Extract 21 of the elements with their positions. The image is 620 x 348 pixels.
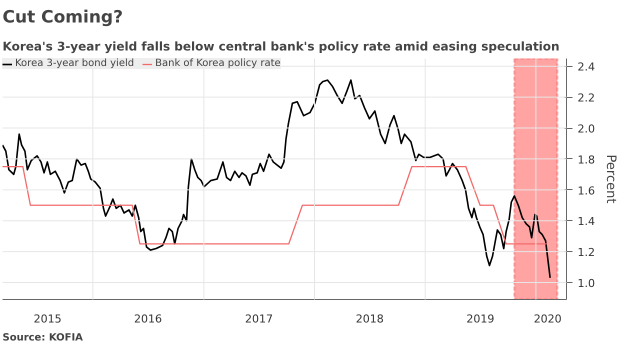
x-tick-label: 2015 xyxy=(34,312,62,326)
y-tick-label: 2.0 xyxy=(578,122,595,136)
x-tick-label: 2020 xyxy=(534,312,562,326)
source-note: Source: KOFIA xyxy=(2,332,84,344)
y-tick-label: 2.4 xyxy=(578,60,595,74)
y-tick-label: 2.2 xyxy=(578,92,595,105)
y-tick-label: 1.8 xyxy=(578,153,595,166)
x-tick-label: 2018 xyxy=(356,312,384,326)
x-tick-label: 2019 xyxy=(466,312,494,326)
x-tick-label: 2016 xyxy=(134,312,162,326)
x-tick-label: 2017 xyxy=(245,312,274,326)
line-series xyxy=(2,79,551,279)
y-tick-label: 1.4 xyxy=(578,215,595,228)
y-tick-label: 1.2 xyxy=(578,246,595,260)
y-tick-label: 1.6 xyxy=(578,184,595,198)
chart-subtitle: Korea's 3-year yield falls below central bank's policy rate amid easing speculation xyxy=(2,40,560,54)
chart-title: Cut Coming? xyxy=(2,8,123,28)
y-axis-title: Percent xyxy=(602,154,618,204)
y-tick-label: 1.0 xyxy=(578,277,595,290)
legend-label: Korea 3-year bond yield xyxy=(15,58,134,69)
legend-label: Bank of Korea policy rate xyxy=(155,58,281,69)
